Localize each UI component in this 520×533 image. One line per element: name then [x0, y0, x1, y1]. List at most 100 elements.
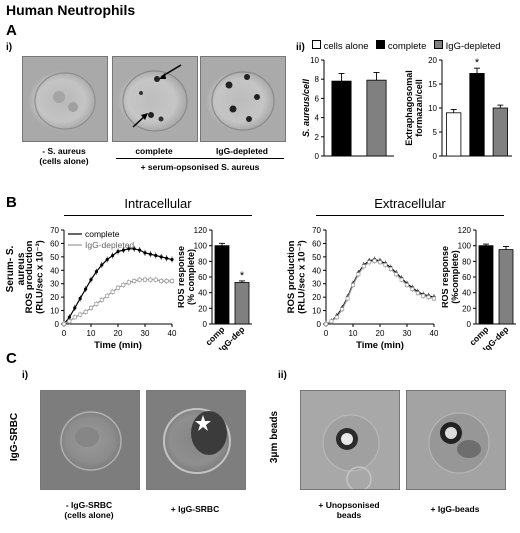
y-tick-label: 60 [198, 273, 207, 282]
section-line-extracellular [316, 215, 504, 216]
data-point [67, 315, 71, 319]
y-tick-label: 70 [50, 226, 59, 235]
y-axis-label: S. aureus/cell [301, 78, 311, 137]
data-point [143, 277, 147, 282]
bar-comp [214, 245, 230, 325]
data-point [421, 293, 426, 298]
significance-star: * [475, 57, 480, 69]
data-point [73, 306, 77, 310]
y-tick-label: 8 [315, 75, 320, 84]
section-title-intracellular: Intracellular [124, 196, 192, 211]
data-point [143, 251, 147, 255]
caption-group: + serum-opsonised S. aureus [140, 162, 260, 172]
data-point [361, 264, 366, 269]
star-icon [195, 415, 211, 431]
caption-igg-beads: + IgG-beads [430, 504, 480, 514]
x-tick-label: 0 [324, 329, 329, 338]
y-tick-label: 15 [428, 80, 437, 89]
y-tick-label: 0 [317, 320, 322, 329]
x-tick-label: 40 [430, 329, 438, 338]
x-axis-label: Time (min) [356, 340, 404, 350]
y-tick-label: 10 [310, 56, 319, 65]
data-point [89, 278, 93, 282]
data-point [99, 297, 104, 302]
data-point [345, 296, 350, 301]
data-point [410, 287, 415, 292]
y-tick-label: 70 [312, 226, 321, 235]
chart-intracellular-ros-time: 0 10 20 30 40 50 60 70 0 10 20 30 40 Time (min) comple… [24, 226, 177, 350]
legend-label-igg-depleted: IgG-depleted [445, 41, 501, 52]
y-tick-label: 60 [462, 273, 471, 282]
y-tick-label: 80 [462, 257, 471, 266]
y-axis-label-line: (%complete) [450, 250, 460, 304]
row-label-serum-saureus: Serum- S. aureus [5, 245, 27, 293]
panel-c-i-label: i) [22, 370, 29, 381]
micrograph-srbc [146, 390, 246, 490]
y-tick-label: 40 [50, 266, 59, 275]
data-point [84, 287, 88, 291]
legend-swatch-igg-depleted [434, 40, 444, 49]
data-point [383, 262, 388, 267]
y-tick-label: 40 [198, 289, 207, 298]
caption-line: - IgG-SRBC [65, 500, 113, 510]
y-tick-label: 2 [315, 133, 320, 142]
legend-label: IgG-depleted [85, 240, 134, 250]
y-axis-label: ROS response(%complete) [442, 246, 460, 308]
x-tick-label: 10 [349, 329, 358, 338]
panel-a-letter: A [6, 22, 17, 39]
bar-igg-depleted [492, 107, 508, 157]
legend-label-cells-alone: cells alone [323, 41, 369, 52]
cell-with-bead [322, 414, 380, 489]
cell-with-srbc [163, 408, 231, 474]
data-point [432, 296, 436, 301]
x-tick-label: 20 [376, 329, 385, 338]
data-point [94, 270, 98, 274]
cell-outline [60, 411, 122, 471]
legend-swatch-complete [376, 40, 386, 49]
data-point [165, 256, 169, 260]
y-axis-label-line: ROS response [178, 246, 186, 308]
legend-label: complete [85, 229, 120, 239]
y-axis-label-line: (RLU/sec x 10⁻³) [35, 240, 46, 314]
bar-complete [331, 80, 352, 157]
legend-swatch-cells-alone [312, 40, 321, 49]
data-point [105, 293, 110, 298]
y-axis-label-line: ROS response [442, 246, 450, 308]
data-point [388, 266, 393, 271]
data-point [62, 322, 66, 326]
data-point [132, 247, 136, 251]
data-point [137, 277, 142, 282]
data-point [121, 248, 125, 252]
bar-igg-depleted [366, 79, 387, 157]
data-point [83, 309, 88, 314]
data-point [110, 289, 115, 294]
y-tick-label: 40 [462, 289, 471, 298]
data-point [367, 260, 372, 265]
data-point [415, 291, 420, 296]
data-point [170, 257, 174, 262]
y-tick-label: 100 [458, 242, 472, 251]
y-tick-label: 6 [315, 94, 320, 103]
cell-with-bacteria [122, 64, 188, 132]
data-point [105, 257, 109, 262]
x-tick-label: 40 [168, 329, 177, 338]
y-tick-label: 0 [203, 320, 208, 329]
data-point [126, 280, 131, 285]
data-point [121, 283, 126, 288]
data-point [159, 255, 163, 259]
bar-comp [478, 245, 494, 325]
y-tick-label: 30 [312, 280, 321, 289]
data-point [72, 315, 77, 320]
y-tick-label: 10 [428, 104, 437, 113]
y-axis-label-line: Extraphagosomal [404, 70, 414, 146]
x-tick-label: 10 [87, 329, 96, 338]
data-point [153, 277, 158, 282]
data-point [148, 252, 152, 256]
data-point [329, 319, 334, 324]
data-point [159, 279, 164, 283]
y-tick-label: 20 [50, 293, 59, 302]
y-axis-label: ROS response(% complete) [178, 246, 196, 308]
y-tick-label: 20 [312, 293, 321, 302]
y-tick-label: 10 [50, 307, 59, 316]
caption-srbc-alone: - IgG-SRBC (cells alone) [36, 500, 142, 520]
